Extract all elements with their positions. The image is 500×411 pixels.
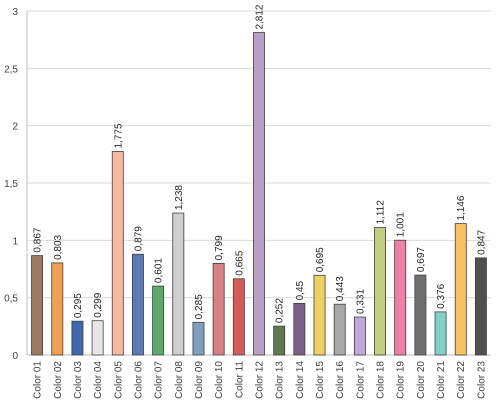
y-tick-label: 1 xyxy=(12,236,18,247)
value-label: 0,867 xyxy=(33,227,44,252)
bar xyxy=(253,32,265,356)
value-label: 1,001 xyxy=(396,212,407,237)
x-tick-label: Color 02 xyxy=(53,361,64,399)
value-label: 0,847 xyxy=(476,229,487,254)
x-tick-label: Color 12 xyxy=(255,361,266,399)
bar xyxy=(353,316,366,356)
value-label: 0,443 xyxy=(335,276,346,301)
x-tick-label: Color 03 xyxy=(73,361,84,399)
value-label: 0,697 xyxy=(416,247,427,272)
bars xyxy=(31,32,487,356)
x-tick-label: Color 15 xyxy=(315,361,326,399)
y-tick-label: 2,5 xyxy=(4,64,18,75)
value-label: 1,238 xyxy=(174,185,185,210)
bar xyxy=(273,325,286,356)
value-label: 1,146 xyxy=(456,195,467,220)
bar xyxy=(313,274,326,356)
x-tick-label: Color 23 xyxy=(476,361,487,399)
bar xyxy=(71,320,84,356)
bar xyxy=(293,302,306,356)
bar xyxy=(474,257,487,356)
x-tick-label: Color 16 xyxy=(335,361,346,399)
value-label: 0,695 xyxy=(315,247,326,272)
bar xyxy=(333,303,346,356)
y-tick-label: 0,5 xyxy=(4,294,18,305)
value-label: 0,376 xyxy=(436,283,447,308)
bar xyxy=(414,274,427,356)
value-label: 0,299 xyxy=(93,292,104,317)
y-tick-label: 2 xyxy=(12,122,18,133)
value-label: 0,601 xyxy=(154,258,165,283)
value-label: 1,112 xyxy=(376,200,387,225)
value-label: 0,285 xyxy=(194,294,205,319)
y-tick-label: 1,5 xyxy=(4,179,18,190)
bar xyxy=(51,262,64,356)
value-label: 0,295 xyxy=(73,293,84,318)
x-tick-label: Color 13 xyxy=(275,361,286,399)
y-tick-label: 3 xyxy=(12,7,18,18)
bar xyxy=(374,227,386,356)
value-label: 0,665 xyxy=(234,250,245,275)
bar xyxy=(91,320,104,356)
bar xyxy=(454,223,467,356)
x-tick-label: Color 10 xyxy=(214,361,225,399)
x-tick-label: Color 08 xyxy=(174,361,185,399)
x-tick-label: Color 05 xyxy=(113,361,124,399)
y-tick-label: 0 xyxy=(12,351,18,362)
y-tick-labels: 0 0,5 1 1,5 2 2,5 3 xyxy=(4,7,18,362)
value-label: 0,45 xyxy=(295,280,306,300)
x-tick-labels: Color 01 Color 02 Color 03 Color 04 Color 05… xyxy=(33,361,488,399)
x-tick-label: Color 21 xyxy=(436,361,447,399)
bar xyxy=(111,151,124,356)
bar xyxy=(232,278,245,356)
x-tick-label: Color 14 xyxy=(295,361,306,399)
value-label: 2,812 xyxy=(255,4,266,29)
x-tick-label: Color 01 xyxy=(33,361,44,399)
x-tick-label: Color 09 xyxy=(194,361,205,399)
bar xyxy=(212,262,225,356)
bar xyxy=(192,321,205,356)
x-tick-label: Color 17 xyxy=(355,361,366,399)
x-tick-label: Color 11 xyxy=(234,361,245,398)
value-labels: 0,867 0,803 0,295 0,299 1,775 0,879 0,601 1,238… xyxy=(33,4,488,323)
bar xyxy=(394,239,407,356)
value-label: 0,252 xyxy=(275,298,286,323)
value-label: 0,803 xyxy=(53,234,64,259)
x-tick-label: Color 06 xyxy=(133,361,144,399)
bar xyxy=(172,212,185,356)
bar xyxy=(31,255,44,356)
x-tick-label: Color 19 xyxy=(396,361,407,399)
value-label: 1,775 xyxy=(113,123,124,148)
x-tick-label: Color 22 xyxy=(456,361,467,399)
bar xyxy=(434,311,447,356)
bar xyxy=(152,285,165,356)
value-label: 0,331 xyxy=(355,289,366,314)
value-label: 0,879 xyxy=(133,226,144,251)
x-tick-label: Color 18 xyxy=(376,361,387,399)
x-tick-label: Color 04 xyxy=(93,361,104,399)
value-label: 0,799 xyxy=(214,235,225,260)
x-tick-label: Color 07 xyxy=(154,361,165,399)
bar xyxy=(132,253,144,356)
x-tick-label: Color 20 xyxy=(416,361,427,399)
